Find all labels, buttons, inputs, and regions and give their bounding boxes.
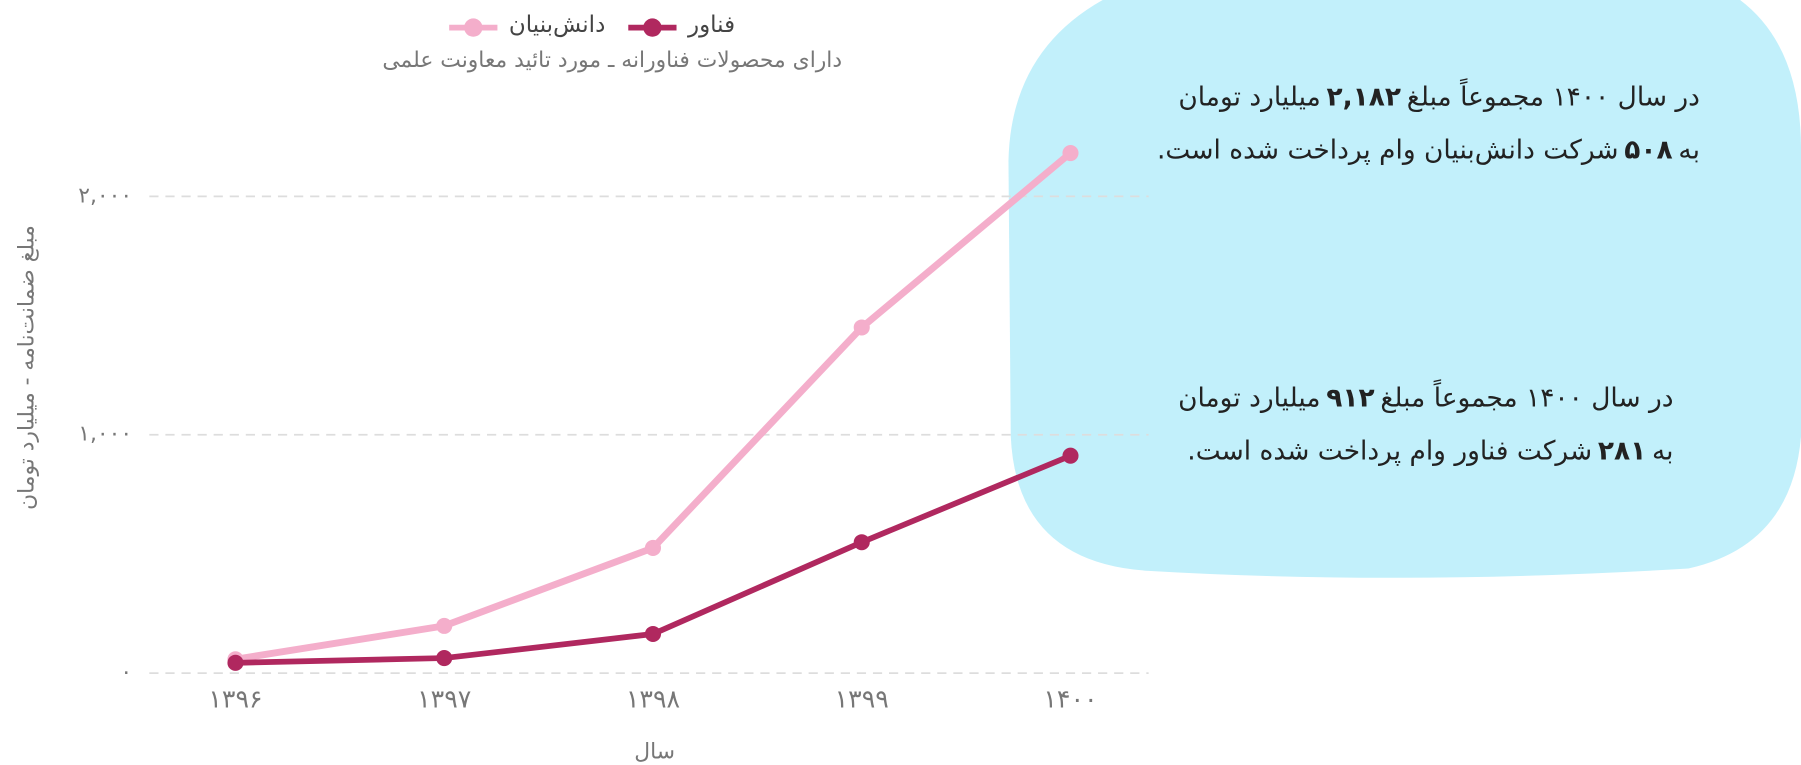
highlight-blob [1008,0,1801,578]
x-tick-label: ۱۳۹۸ [626,685,680,714]
annotation-text: شرکت دانش‌بنیان وام پرداخت شده است. [1157,135,1619,166]
annotation-text: در سال ۱۴۰۰ مجموعاً مبلغ [1406,82,1700,113]
point [436,650,453,667]
subtitle: دارای محصولات فناورانه ـ مورد تائید معاو… [382,48,842,73]
point [853,534,870,551]
y-tick-label: ۰ [120,660,132,685]
legend-label: دانش‌بنیان [509,12,605,38]
point [1062,144,1079,162]
annotation-line: به۵۰۸شرکت دانش‌بنیان وام پرداخت شده است. [1157,124,1700,177]
line [234,150,1073,663]
legend-swatch [464,18,483,37]
annotation-number: ۲۸۱ [1597,436,1647,467]
x-tick-label: ۱۳۹۹ [835,685,889,714]
annotation-number: ۵۰۸ [1624,135,1673,166]
x-tick-label: ۱۳۹۷ [417,685,471,714]
x-tick-label: ۱۳۹۶ [208,685,262,714]
y-axis-label: مبلغ ضمانت‌نامه - میلیارد تومان [15,225,40,510]
legend-label: فناور [687,12,735,38]
legend-swatch [643,18,662,37]
x-axis-label: سال [634,739,675,764]
annotation-number: ۹۱۲ [1326,383,1375,414]
annotation-text: میلیارد تومان [1178,82,1321,113]
annotation-text: به [1651,436,1674,467]
point [853,319,870,336]
annotation-text: در سال ۱۴۰۰ مجموعاً مبلغ [1380,383,1674,414]
point [436,617,453,634]
annotation-line: در سال ۱۴۰۰ مجموعاً مبلغ۲,۱۸۲میلیارد توم… [1157,71,1700,124]
annotation-text: به [1678,135,1700,166]
y-tick-label: ۲,۰۰۰ [78,183,132,208]
annotation: در سال ۱۴۰۰ مجموعاً مبلغ۲,۱۸۲میلیارد توم… [1157,71,1700,177]
y-tick-label: ۱,۰۰۰ [78,422,132,447]
annotation-line: به۲۸۱شرکت فناور وام پرداخت شده است. [1178,425,1673,478]
annotation-text: شرکت فناور وام پرداخت شده است. [1187,436,1593,467]
point [644,625,662,643]
annotation-number: ۲,۱۸۲ [1326,82,1402,113]
annotation-text: میلیارد تومان [1178,383,1321,414]
x-tick-label: ۱۴۰۰ [1043,685,1097,714]
point [644,539,662,556]
point [1062,447,1079,464]
point [227,654,244,671]
annotation-line: در سال ۱۴۰۰ مجموعاً مبلغ۹۱۲میلیارد تومان [1178,372,1673,425]
annotation: در سال ۱۴۰۰ مجموعاً مبلغ۹۱۲میلیارد تومان… [1178,372,1673,478]
